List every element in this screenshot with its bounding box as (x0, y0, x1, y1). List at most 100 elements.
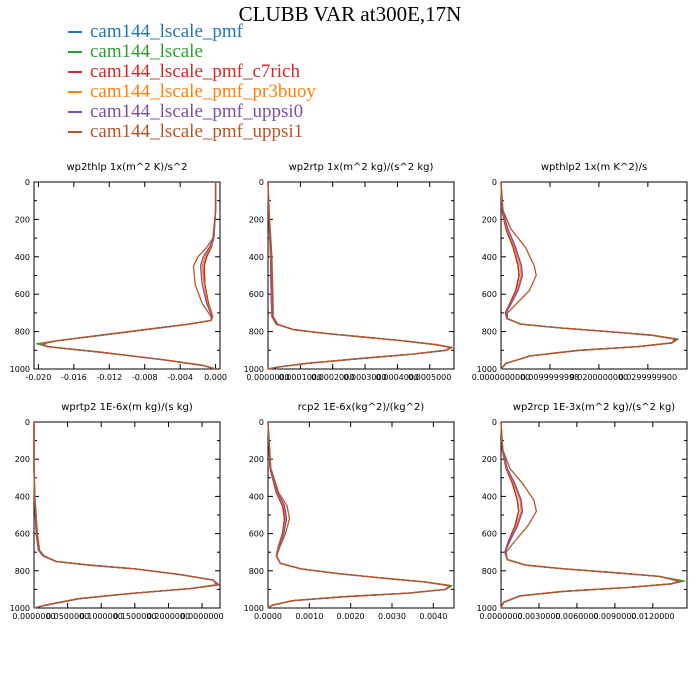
x-tick-label: 0.1000000 (80, 612, 123, 621)
plot-frame (267, 421, 455, 609)
x-tick-label: 0.0060000 (555, 612, 598, 621)
series-line (267, 421, 451, 609)
series-line (42, 182, 217, 370)
x-tick-label: 0.0001000 (279, 373, 322, 382)
y-tick-label: 0 (25, 418, 30, 427)
x-tick-label: -0.012 (96, 373, 122, 382)
series-line (267, 181, 451, 370)
x-tick-label: 0.0000000 (180, 612, 223, 621)
legend-item: cam144_lscale (68, 41, 316, 62)
legend-swatch (68, 131, 82, 133)
series-line (42, 182, 217, 370)
series-line (267, 421, 450, 609)
chart-title: wprtp2 1E-6x(m kg)/(s kg) (61, 402, 193, 413)
series-line (500, 181, 675, 370)
x-tick-label: 0.0000 (254, 612, 282, 621)
series-line (267, 421, 451, 609)
y-tick-label: 800 (482, 567, 497, 576)
x-tick-label: 0.0500000 (46, 612, 89, 621)
y-tick-label: 800 (249, 567, 264, 576)
chart-title: rcp2 1E-6x(kg^2)/(kg^2) (298, 402, 425, 413)
x-tick-label: 0.0004000 (376, 373, 419, 382)
y-tick-label: 200 (482, 455, 497, 464)
y-tick-label: 0 (492, 418, 497, 427)
series-line (33, 422, 219, 609)
series-line (500, 421, 681, 609)
x-tick-label: 0.2000000 (147, 612, 190, 621)
series-line (500, 181, 676, 370)
legend-label: cam144_lscale_pmf_c7rich (90, 61, 300, 82)
series-line (500, 181, 677, 370)
legend-swatch (68, 71, 82, 73)
y-tick-label: 200 (15, 215, 30, 224)
series-line (500, 181, 679, 370)
y-tick-label: 400 (249, 492, 264, 501)
legend-swatch (68, 51, 82, 53)
x-tick-label: 0.0040 (419, 612, 447, 621)
legend: cam144_lscale_pmf cam144_lscale cam144_l… (68, 21, 316, 142)
y-tick-label: 600 (15, 290, 30, 299)
y-tick-label: 400 (482, 492, 497, 501)
x-tick-label: -0.008 (132, 373, 158, 382)
y-tick-label: 800 (15, 567, 30, 576)
x-tick-label: -0.020 (26, 373, 52, 382)
y-tick-label: 1000 (477, 365, 497, 374)
chart-panel: wpthlp2 1x(m K^2)/s020040060080010000.00… (472, 162, 688, 382)
x-tick-label: 0.0030 (378, 612, 406, 621)
y-tick-label: 800 (482, 328, 497, 337)
series-line (500, 181, 676, 370)
x-tick-label: 0.0003000 (343, 373, 386, 382)
series-line (40, 182, 217, 370)
series-line (500, 421, 686, 609)
x-tick-label: -0.016 (61, 373, 87, 382)
series-line (33, 422, 219, 609)
y-tick-label: 200 (249, 215, 264, 224)
plot-frame (500, 181, 688, 370)
series-line (33, 422, 218, 609)
y-tick-label: 600 (15, 530, 30, 539)
legend-label: cam144_lscale_pmf_uppsi0 (90, 101, 304, 122)
chart-panel: wprtp2 1E-6x(m kg)/(s kg) 0 200 400 600 800 10… (10, 402, 224, 621)
y-tick-label: 0 (259, 418, 264, 427)
legend-swatch (68, 91, 82, 93)
x-tick-label: 0.0120000 (631, 612, 674, 621)
y-tick-label: 1000 (10, 365, 30, 374)
figure-title: CLUBB VAR at300E,17N (238, 2, 462, 26)
series-line (500, 421, 681, 609)
x-tick-label: 0.0005000 (408, 373, 451, 382)
plot-frame (33, 421, 221, 609)
y-tick-label: 200 (15, 455, 30, 464)
y-tick-label: 400 (15, 253, 30, 262)
y-tick-label: 400 (249, 253, 264, 262)
legend-label: cam144_lscale_pmf_uppsi1 (90, 121, 304, 142)
series-line (500, 421, 679, 609)
y-tick-label: 400 (482, 253, 497, 262)
series-line (500, 181, 676, 370)
y-tick-label: 600 (482, 530, 497, 539)
series-line (42, 182, 217, 370)
x-tick-label: 0.0090000 (593, 612, 636, 621)
series-line (267, 181, 452, 370)
y-tick-label: 0 (259, 178, 264, 187)
y-tick-label: 1000 (244, 604, 264, 613)
x-tick-label: 0.0000000 (246, 373, 289, 382)
legend-item: cam144_lscale_pmf_uppsi0 (68, 101, 316, 122)
series-line (267, 181, 454, 370)
legend-swatch (68, 31, 82, 33)
chart-panel: wp2rtp 1x(m^2 kg)/(s^2 kg) 0 200 400 600 800 1… (244, 162, 455, 382)
legend-item: cam144_lscale_pmf_pr3buoy (68, 81, 316, 102)
y-tick-label: 1000 (244, 365, 264, 374)
y-tick-label: 1000 (10, 604, 30, 613)
x-tick-label: 0.1500000 (113, 612, 156, 621)
legend-label: cam144_lscale_pmf_pr3buoy (90, 81, 316, 102)
series-line (267, 421, 451, 609)
x-tick-label: 0.0010 (295, 612, 323, 621)
plot-frame (267, 181, 455, 370)
plot-frame (33, 181, 221, 370)
legend-item: cam144_lscale_pmf_uppsi1 (68, 121, 316, 142)
y-tick-label: 800 (15, 328, 30, 337)
chart-title: wp2rcp 1E-3x(m^2 kg)/(s^2 kg) (513, 402, 676, 413)
y-tick-label: 1000 (477, 604, 497, 613)
series-line (500, 421, 681, 609)
y-tick-label: 600 (249, 530, 264, 539)
